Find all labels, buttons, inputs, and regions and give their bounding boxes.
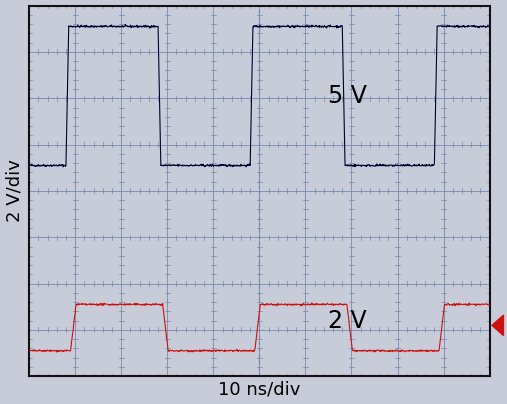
Polygon shape bbox=[492, 315, 503, 335]
Text: 2 V: 2 V bbox=[329, 309, 367, 332]
Y-axis label: 2 V/div: 2 V/div bbox=[6, 160, 23, 222]
X-axis label: 10 ns/div: 10 ns/div bbox=[218, 381, 301, 398]
Text: 5 V: 5 V bbox=[329, 84, 368, 108]
